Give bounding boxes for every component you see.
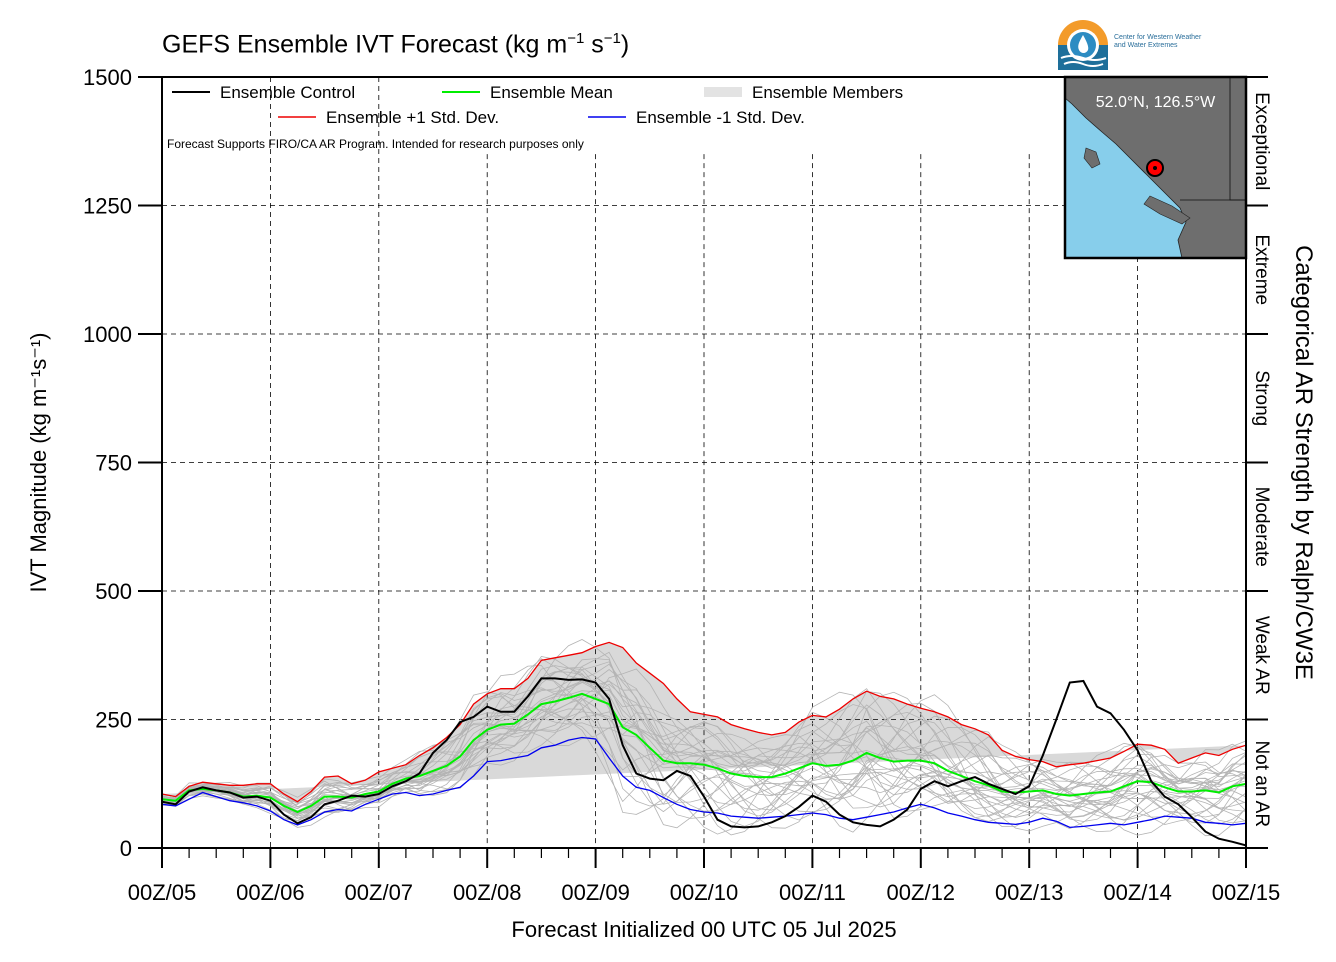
y-tick-label: 750 [95,451,132,476]
x-tick-label: 00Z/07 [345,880,414,905]
right-axis-label: Categorical AR Strength by Ralph/CW3E [1290,245,1317,680]
ensemble-member-line [162,708,1246,812]
inset-frame [1063,75,1248,260]
x-tick-label: 00Z/06 [236,880,305,905]
ensemble-member-line [162,683,1246,812]
inset-location-label: 52.0°N, 126.5°W [1096,94,1216,111]
location-inset-map: 52.0°N, 126.5°W [1063,75,1248,260]
x-tick-label: 00Z/14 [1103,880,1172,905]
ensemble-member-line [162,667,1246,830]
category-label: Moderate [1251,487,1272,567]
cw3e-logo: Center for Western Weather and Water Extr… [1056,18,1246,74]
location-marker-center [1153,166,1157,170]
y-tick-label: 250 [95,708,132,733]
ensemble-member-line [162,661,1246,833]
x-tick-label: 00Z/05 [128,880,197,905]
x-tick-label: 00Z/09 [561,880,630,905]
x-tick-label: 00Z/10 [670,880,739,905]
x-tick-label: 00Z/11 [779,880,846,905]
legend-members-label: Ensemble Members [752,83,903,102]
mean-line [162,692,1246,814]
legend-control-label: Ensemble Control [220,83,355,102]
plus-sd-line [162,641,1246,803]
y-tick-label: 1000 [83,322,132,347]
category-label: Exceptional [1251,92,1272,190]
ensemble-member-line [162,711,1246,814]
y-tick-label: 1250 [83,194,132,219]
ensemble-member-line [162,658,1246,837]
ensemble-member-line [162,656,1246,827]
inset-island [1083,147,1101,169]
inset-island [1143,195,1191,225]
ensemble-member-line [162,651,1246,825]
y-axis-label: IVT Magnitude (kg m⁻¹s⁻¹) [26,333,51,593]
logo-line-2: and Water Extremes [1114,42,1178,49]
ensemble-member-line [162,671,1246,826]
chart-title: GEFS Ensemble IVT Forecast (kg m−1 s−1) [162,30,630,59]
x-tick-label: 00Z/12 [887,880,956,905]
category-label: Not an AR [1251,740,1272,827]
category-label: Strong [1251,370,1272,426]
y-tick-label: 1500 [83,65,132,90]
control-line [162,677,1246,847]
research-notice: Forecast Supports FIRO/CA AR Program. In… [167,137,584,151]
logo-line-1: Center for Western Weather [1114,34,1202,41]
ensemble-member-line [162,680,1246,818]
x-tick-label: 00Z/08 [453,880,522,905]
category-label: Weak AR [1251,616,1272,695]
ensemble-member-line [162,680,1246,824]
legend-plus-sd-label: Ensemble +1 Std. Dev. [326,108,499,127]
x-tick-label: 00Z/13 [995,880,1064,905]
legend-minus-sd-label: Ensemble -1 Std. Dev. [636,108,805,127]
y-tick-label: 0 [120,836,132,861]
cw3e-logo-icon [1058,20,1108,70]
category-label: Extreme [1251,234,1272,305]
x-tick-label: 00Z/15 [1212,880,1281,905]
x-axis-label: Forecast Initialized 00 UTC 05 Jul 2025 [511,917,896,942]
legend-mean-label: Ensemble Mean [490,83,613,102]
minus-sd-line [162,736,1246,829]
y-tick-label: 500 [95,579,132,604]
ensemble-member-line [162,717,1246,812]
